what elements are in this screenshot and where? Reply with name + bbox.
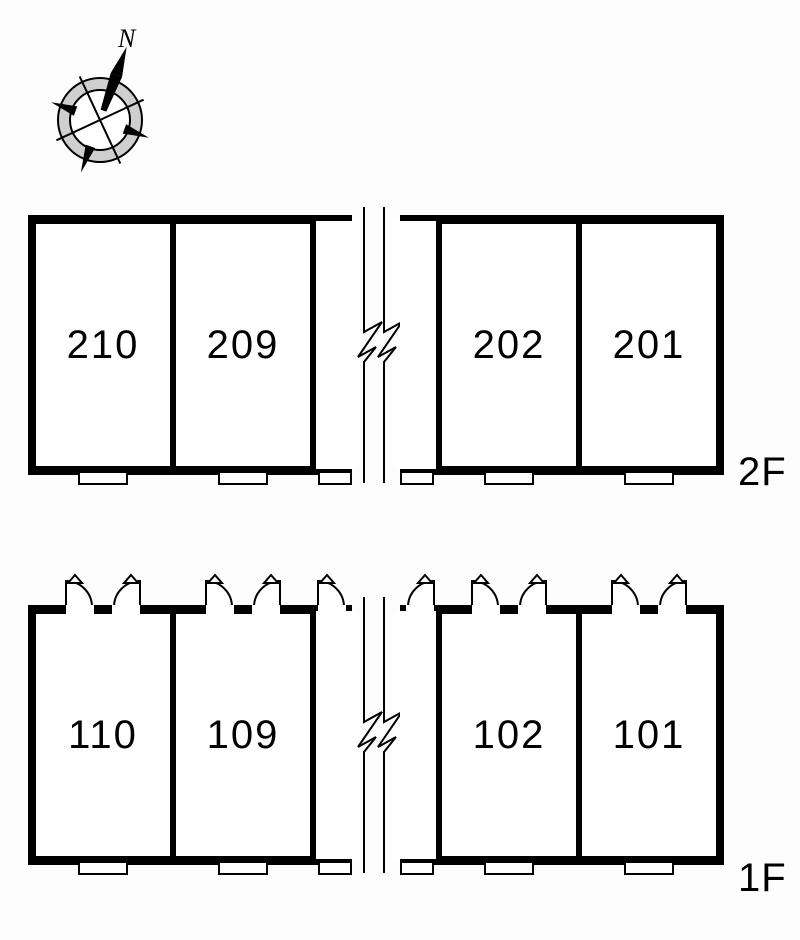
unit-101: 101 <box>579 611 719 859</box>
sill <box>318 861 352 875</box>
unit-number: 110 <box>68 713 138 758</box>
unit-202: 202 <box>439 221 579 469</box>
sill <box>484 861 534 875</box>
sill <box>218 471 268 485</box>
unit-number: 109 <box>207 713 280 758</box>
unit-number: 210 <box>67 323 140 368</box>
floor-plan-stage: N 210 209 202 201 <box>0 0 800 940</box>
unit-110: 110 <box>33 611 173 859</box>
sill <box>218 861 268 875</box>
sill <box>318 471 352 485</box>
compass-rose: N <box>40 25 160 185</box>
sill <box>400 471 434 485</box>
sill <box>624 861 674 875</box>
unit-209: 209 <box>173 221 313 469</box>
unit-number: 101 <box>613 713 686 758</box>
floor-label-1f: 1F <box>738 856 787 901</box>
break-zig-1f <box>352 597 400 873</box>
unit-102: 102 <box>439 611 579 859</box>
sill <box>78 861 128 875</box>
unit-201: 201 <box>579 221 719 469</box>
unit-number: 201 <box>613 323 686 368</box>
unit-210: 210 <box>33 221 173 469</box>
floor-2: 210 209 202 201 <box>0 215 800 495</box>
unit-number: 202 <box>473 323 546 368</box>
floor-label-2f: 2F <box>738 450 787 495</box>
floor-1: 110 109 102 101 <box>0 575 800 895</box>
unit-number: 102 <box>473 713 546 758</box>
break-zig-2f <box>352 207 400 483</box>
compass-n-label: N <box>117 25 137 53</box>
sill <box>624 471 674 485</box>
sill <box>400 861 434 875</box>
unit-109: 109 <box>173 611 313 859</box>
unit-number: 209 <box>207 323 280 368</box>
sill <box>78 471 128 485</box>
sill <box>484 471 534 485</box>
